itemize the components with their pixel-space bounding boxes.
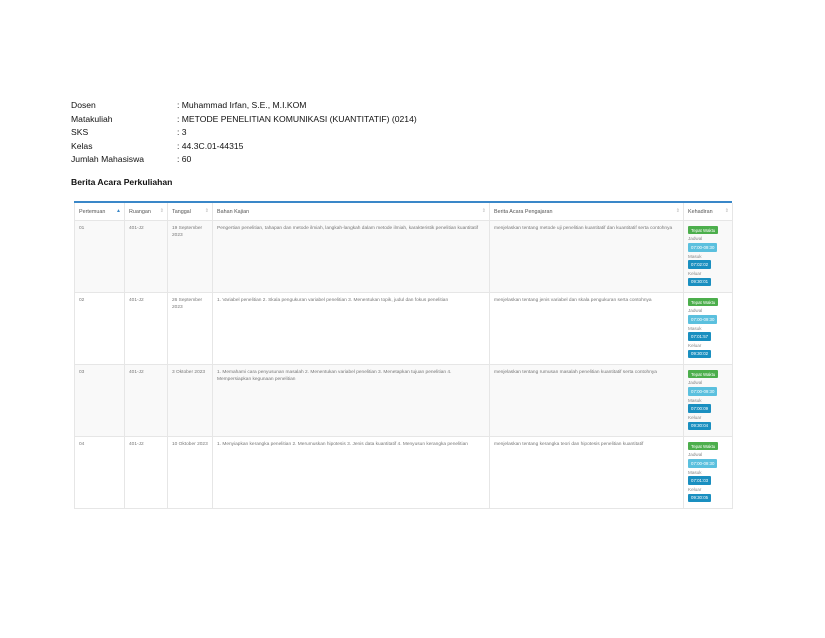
- keluar-label: Keluar: [688, 270, 702, 276]
- masuk-badge: 07:01:03: [688, 476, 712, 485]
- cell-kehadiran: Tepat Waktu Jadwal 07:00-09:30 Masuk 07:…: [683, 220, 733, 293]
- header-label: Kehadiran: [688, 208, 713, 215]
- cell-ruangan: 401-J2: [124, 292, 168, 365]
- jadwal-badge: 07:00-09:30: [688, 315, 718, 324]
- cell-pertemuan: 03: [74, 364, 125, 437]
- masuk-label: Masuk: [688, 253, 702, 259]
- header-bahan-kajian[interactable]: Bahan Kajian ⇕: [212, 203, 490, 221]
- jadwal-badge: 07:00-09:30: [688, 459, 718, 468]
- berita-acara-table-wrapper: Pertemuan ▲ Ruangan ⇕ Tanggal ⇕ Bahan Kajia…: [74, 201, 733, 509]
- jadwal-label: Jadwal: [688, 308, 703, 314]
- jadwal-label: Jadwal: [688, 452, 703, 458]
- keluar-badge: 09:30:02: [688, 349, 712, 358]
- sort-icon: ⇕: [204, 208, 209, 214]
- info-label: Kelas: [71, 140, 93, 151]
- status-badge: Tepat Waktu: [688, 298, 719, 307]
- keluar-badge: 09:30:05: [688, 493, 712, 502]
- info-row-sks: SKS : 3: [71, 126, 417, 140]
- info-row-dosen: Dosen : Muhammad Irfan, S.E., M.I.KOM: [71, 99, 417, 113]
- masuk-badge: 07:02:02: [688, 260, 712, 269]
- info-label: Dosen: [71, 100, 96, 110]
- keluar-badge: 09:30:04: [688, 421, 712, 430]
- header-ruangan[interactable]: Ruangan ⇕: [124, 203, 168, 221]
- cell-bahan-kajian: Pengertian penelitian, tahapan dan metod…: [212, 220, 490, 293]
- cell-bahan-kajian: 1. Menyiapkan kerangka penelitian 2. Mer…: [212, 436, 490, 509]
- cell-bahan-kajian: 1. Variabel penelitian 2. Skala pengukur…: [212, 292, 490, 365]
- info-label: Jumlah Mahasiswa: [71, 154, 145, 164]
- status-badge: Tepat Waktu: [688, 442, 719, 451]
- keluar-label: Keluar: [688, 486, 702, 492]
- info-label: Matakuliah: [71, 113, 113, 124]
- header-label: Ruangan: [129, 208, 151, 215]
- header-label: Tanggal: [172, 208, 191, 215]
- info-row-kelas: Kelas : 44.3C.01-44315: [71, 140, 417, 154]
- cell-pertemuan: 01: [74, 220, 125, 293]
- info-row-matakuliah: Matakuliah : METODE PENELITIAN KOMUNIKAS…: [71, 113, 417, 127]
- jadwal-badge: 07:00-09:30: [688, 387, 718, 396]
- info-row-jumlah-mahasiswa: Jumlah Mahasiswa : 60: [71, 153, 417, 167]
- jadwal-badge: 07:00-09:30: [688, 243, 718, 252]
- cell-pertemuan: 02: [74, 292, 125, 365]
- masuk-label: Masuk: [688, 469, 702, 475]
- keluar-label: Keluar: [688, 342, 702, 348]
- masuk-badge: 07:00:09: [688, 404, 712, 413]
- sort-asc-icon: ▲: [116, 208, 121, 214]
- table-row: 04 401-J2 10 Oktober 2023 1. Menyiapkan …: [74, 436, 733, 509]
- info-value: : Muhammad Irfan, S.E., M.I.KOM: [177, 100, 307, 110]
- info-value: : METODE PENELITIAN KOMUNIKASI (KUANTITA…: [177, 113, 417, 124]
- keluar-badge: 09:30:01: [688, 277, 712, 286]
- sort-icon: ⇕: [159, 208, 164, 214]
- table-row: 03 401-J2 3 Oktober 2023 1. Memahami car…: [74, 364, 733, 437]
- cell-pertemuan: 04: [74, 436, 125, 509]
- cell-tanggal: 10 Oktober 2023: [167, 436, 213, 509]
- keluar-label: Keluar: [688, 414, 702, 420]
- berita-acara-table: Pertemuan ▲ Ruangan ⇕ Tanggal ⇕ Bahan Kajia…: [74, 203, 733, 509]
- cell-ruangan: 401-J2: [124, 364, 168, 437]
- cell-berita-acara: menjelaskan tentang metode uji penelitia…: [489, 220, 684, 293]
- cell-ruangan: 401-J2: [124, 436, 168, 509]
- status-badge: Tepat Waktu: [688, 370, 719, 379]
- section-title: Berita Acara Perkuliahan: [71, 177, 173, 187]
- sort-icon: ⇕: [675, 208, 680, 214]
- masuk-label: Masuk: [688, 325, 702, 331]
- table-header-row: Pertemuan ▲ Ruangan ⇕ Tanggal ⇕ Bahan Kajia…: [74, 203, 733, 221]
- table-row: 02 401-J2 26 September 2023 1. Variabel …: [74, 292, 733, 365]
- table-row: 01 401-J2 19 September 2023 Pengertian p…: [74, 220, 733, 293]
- header-label: Pertemuan: [79, 208, 106, 215]
- sort-icon: ⇕: [724, 208, 729, 214]
- header-pertemuan[interactable]: Pertemuan ▲: [74, 203, 125, 221]
- header-label: Bahan Kajian: [217, 208, 250, 215]
- info-value: : 44.3C.01-44315: [177, 140, 244, 151]
- status-badge: Tepat Waktu: [688, 226, 719, 235]
- header-label: Berita Acara Pengajaran: [494, 208, 553, 215]
- cell-kehadiran: Tepat Waktu Jadwal 07:00-09:30 Masuk 07:…: [683, 364, 733, 437]
- masuk-badge: 07:01:57: [688, 332, 712, 341]
- info-value: : 60: [177, 154, 192, 164]
- header-kehadiran[interactable]: Kehadiran ⇕: [683, 203, 733, 221]
- cell-tanggal: 26 September 2023: [167, 292, 213, 365]
- cell-berita-acara: menjelaskan tentang jenis variabel dan s…: [489, 292, 684, 365]
- cell-bahan-kajian: 1. Memahami cara penyusunan masalah 2. M…: [212, 364, 490, 437]
- cell-ruangan: 401-J2: [124, 220, 168, 293]
- cell-kehadiran: Tepat Waktu Jadwal 07:00-09:30 Masuk 07:…: [683, 292, 733, 365]
- jadwal-label: Jadwal: [688, 236, 703, 242]
- cell-tanggal: 3 Oktober 2023: [167, 364, 213, 437]
- cell-kehadiran: Tepat Waktu Jadwal 07:00-09:30 Masuk 07:…: [683, 436, 733, 509]
- cell-tanggal: 19 September 2023: [167, 220, 213, 293]
- course-info: Dosen : Muhammad Irfan, S.E., M.I.KOM Ma…: [71, 99, 417, 167]
- header-tanggal[interactable]: Tanggal ⇕: [167, 203, 213, 221]
- cell-berita-acara: menjelaskan tentang kerangka teori dan h…: [489, 436, 684, 509]
- sort-icon: ⇕: [481, 208, 486, 214]
- info-label: SKS: [71, 127, 89, 137]
- masuk-label: Masuk: [688, 397, 702, 403]
- header-berita-acara[interactable]: Berita Acara Pengajaran ⇕: [489, 203, 684, 221]
- cell-berita-acara: menjelaskan tentang rumusan masalah pene…: [489, 364, 684, 437]
- jadwal-label: Jadwal: [688, 380, 703, 386]
- info-value: : 3: [177, 127, 187, 137]
